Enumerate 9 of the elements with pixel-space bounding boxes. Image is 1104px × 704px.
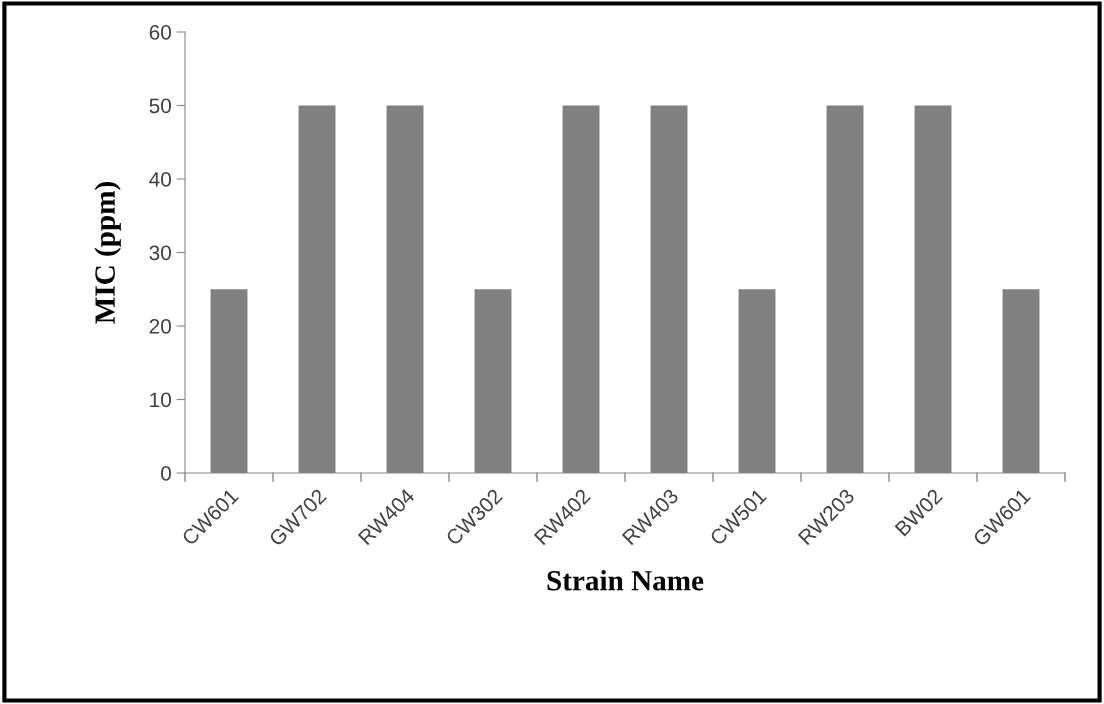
y-tick-label: 20 — [149, 319, 171, 334]
y-tick-label: 0 — [161, 466, 171, 481]
y-tick-label: 40 — [149, 172, 171, 187]
x-axis-title: Strain Name — [547, 570, 704, 591]
y-tick-label: 50 — [149, 98, 171, 114]
y-axis-title: MIC (ppm) — [94, 182, 121, 324]
y-tick-label: 60 — [149, 25, 171, 40]
y-tick-label: 30 — [149, 245, 171, 261]
y-tick-label: 10 — [150, 392, 171, 408]
